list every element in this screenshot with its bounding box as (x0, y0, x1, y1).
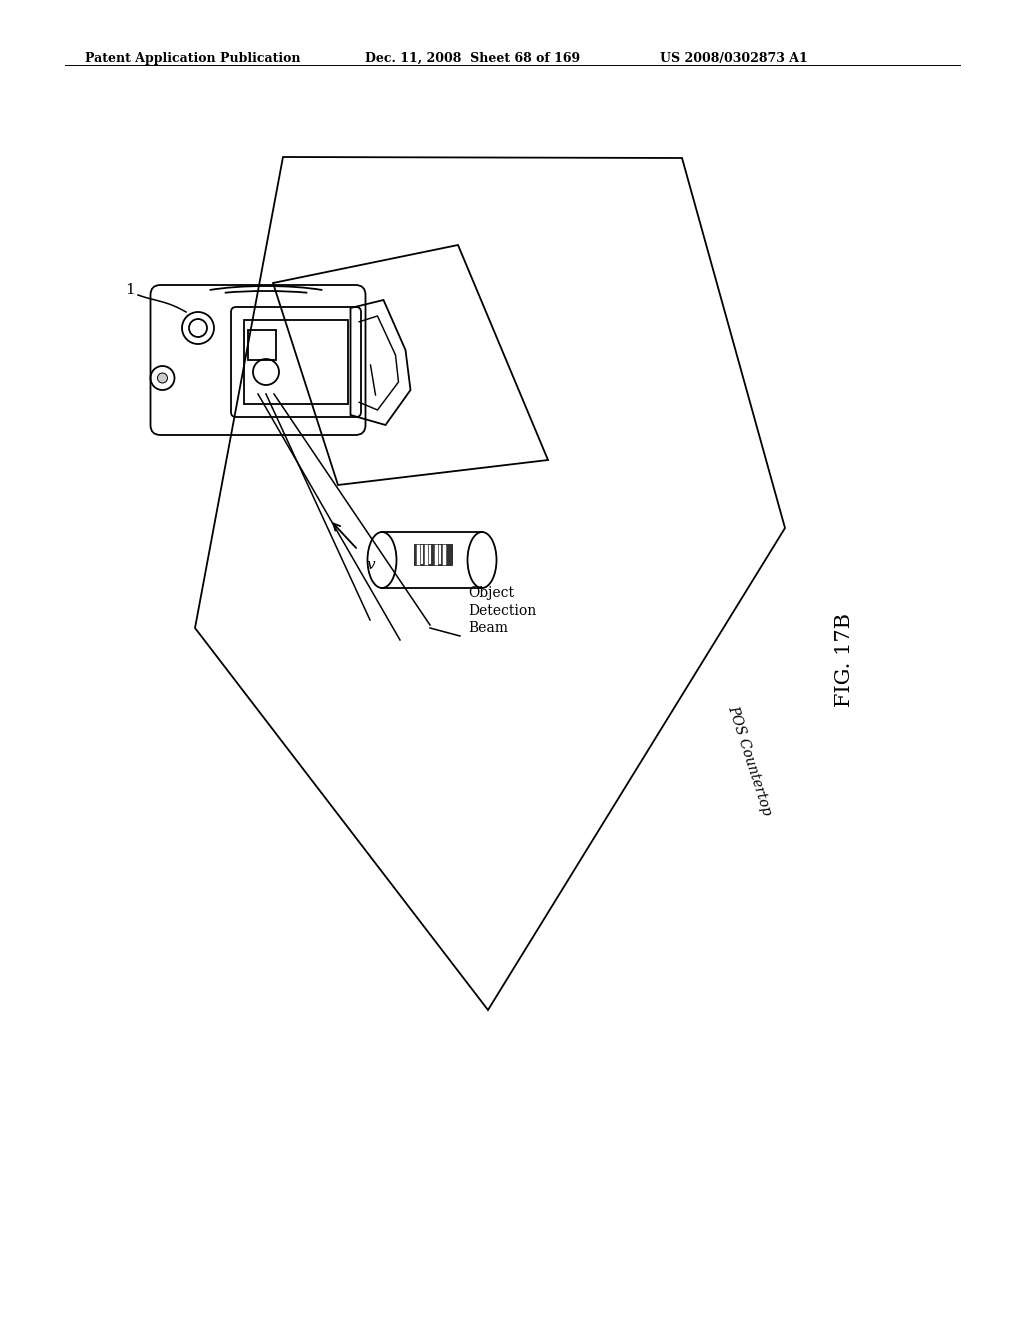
Text: POS Countertop: POS Countertop (726, 704, 774, 817)
Text: US 2008/0302873 A1: US 2008/0302873 A1 (660, 51, 808, 65)
Bar (248, 330, 276, 360)
Circle shape (158, 374, 168, 383)
Bar (414, 544, 452, 565)
Text: 1: 1 (125, 282, 135, 297)
Text: Patent Application Publication: Patent Application Publication (85, 51, 300, 65)
Text: v: v (366, 558, 375, 572)
Bar (244, 319, 348, 404)
Text: Dec. 11, 2008  Sheet 68 of 169: Dec. 11, 2008 Sheet 68 of 169 (365, 51, 581, 65)
Text: FIG. 17B: FIG. 17B (836, 612, 854, 708)
Text: Object
Detection
Beam: Object Detection Beam (468, 586, 537, 635)
